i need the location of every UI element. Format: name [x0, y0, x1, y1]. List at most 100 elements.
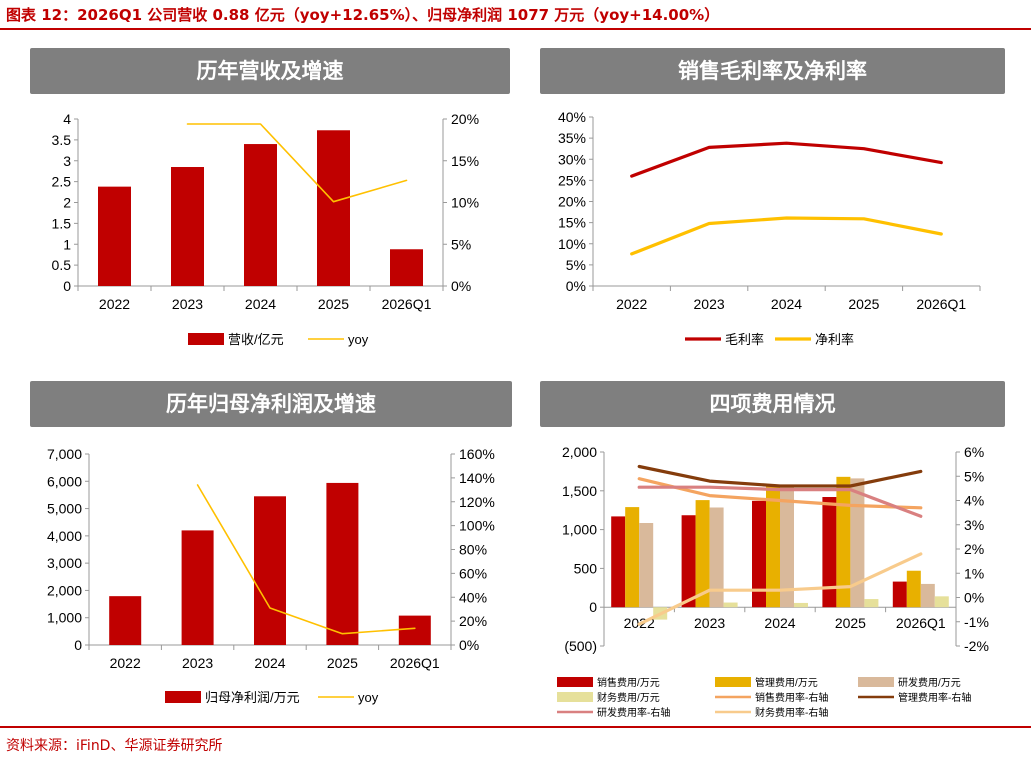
- legend-swatch: [165, 691, 201, 703]
- bar-0: [317, 130, 350, 286]
- legend-label: yoy: [348, 332, 369, 347]
- y-tick-label: 0: [589, 599, 597, 615]
- bar-2: [709, 507, 724, 608]
- y2-tick-label: 6%: [964, 444, 984, 460]
- legend-label: 营收/亿元: [228, 332, 284, 347]
- y-tick-label: 3.5: [52, 132, 72, 148]
- bar-0: [244, 144, 277, 286]
- y2-tick-label: 15%: [451, 153, 479, 169]
- y-tick-label: 40%: [558, 109, 586, 125]
- series-line-2: [637, 485, 923, 518]
- y-tick-label: 5,000: [47, 501, 82, 517]
- y-tick-label: 1,000: [47, 610, 82, 626]
- y2-tick-label: 2%: [964, 541, 984, 557]
- x-tick-label: 2024: [254, 655, 285, 671]
- y-tick-label: 30%: [558, 151, 586, 167]
- y-tick-label: 10%: [558, 236, 586, 252]
- x-tick-label: 2026Q1: [382, 296, 432, 312]
- x-tick-label: 2026Q1: [896, 615, 946, 631]
- bar-2: [780, 486, 794, 608]
- bar-0: [254, 496, 286, 645]
- y-tick-label: 15%: [558, 215, 586, 231]
- y-tick-label: 0%: [566, 278, 586, 294]
- y-tick-label: 20%: [558, 194, 586, 210]
- y-tick-label: 1,000: [562, 522, 597, 538]
- x-tick-label: 2024: [764, 615, 795, 631]
- y2-tick-label: 4%: [964, 493, 984, 509]
- legend-label: 研发费用率-右轴: [597, 706, 670, 719]
- bar-1: [836, 476, 851, 608]
- bar-1: [625, 507, 640, 608]
- legend-label: 财务费用率-右轴: [755, 706, 828, 719]
- bar-3: [794, 602, 808, 608]
- bar-0: [681, 515, 696, 608]
- legend-label: 销售费用率-右轴: [755, 691, 828, 704]
- y-tick-label: 1,500: [562, 483, 597, 499]
- x-tick-label: 2024: [771, 296, 802, 312]
- series-line-0: [637, 477, 923, 510]
- y2-tick-label: -2%: [964, 638, 989, 654]
- x-tick-label: 2022: [110, 655, 141, 671]
- y2-tick-label: 5%: [451, 236, 471, 252]
- y2-tick-label: 3%: [964, 517, 984, 533]
- y2-tick-label: 0%: [451, 278, 471, 294]
- y-tick-label: (500): [564, 638, 597, 654]
- legend-swatch: [858, 677, 894, 687]
- bar-0: [98, 186, 131, 286]
- footer-rule: [0, 726, 1031, 728]
- y2-tick-label: 20%: [451, 111, 479, 127]
- y2-tick-label: 140%: [459, 470, 495, 486]
- x-tick-label: 2026Q1: [390, 655, 440, 671]
- panel-title-netprofit: 历年归母净利润及增速: [30, 381, 512, 427]
- series-line-1: [630, 216, 943, 256]
- x-tick-label: 2023: [182, 655, 213, 671]
- y-tick-label: 3,000: [47, 555, 82, 571]
- y-tick-label: 3: [63, 153, 71, 169]
- title-rule: [0, 28, 1031, 30]
- y2-tick-label: 0%: [459, 637, 479, 653]
- panel-title-expenses: 四项费用情况: [540, 381, 1005, 427]
- y2-tick-label: 5%: [964, 468, 984, 484]
- y-tick-label: 1: [63, 236, 71, 252]
- y-tick-label: 1.5: [52, 215, 72, 231]
- x-tick-label: 2023: [172, 296, 203, 312]
- legend-swatch: [557, 692, 593, 702]
- bar-1: [906, 570, 921, 608]
- bar-0: [171, 167, 204, 286]
- legend-swatch: [188, 333, 224, 345]
- legend-label: 管理费用/万元: [755, 676, 818, 689]
- y2-tick-label: 0%: [964, 590, 984, 606]
- y-tick-label: 2,000: [562, 444, 597, 460]
- y2-tick-label: 100%: [459, 518, 495, 534]
- bar-0: [109, 596, 142, 645]
- x-tick-label: 2025: [835, 615, 866, 631]
- legend-label: yoy: [358, 690, 379, 705]
- legend-label: 销售费用/万元: [597, 676, 660, 689]
- legend-label: 归母净利润/万元: [205, 690, 300, 705]
- bar-2: [920, 583, 935, 608]
- bar-1: [695, 500, 710, 608]
- bar-0: [326, 482, 359, 645]
- y2-tick-label: 80%: [459, 542, 487, 558]
- y-tick-label: 5%: [566, 257, 586, 273]
- legend-swatch: [557, 677, 593, 687]
- series-line-3: [637, 552, 923, 626]
- bar-1: [766, 486, 780, 608]
- bar-3: [864, 599, 879, 608]
- y-tick-label: 0: [74, 637, 82, 653]
- bar-3: [934, 596, 949, 608]
- figure-title: 图表 12：2026Q1 公司营收 0.88 亿元（yoy+12.65%）、归母…: [6, 6, 720, 24]
- bar-0: [892, 581, 907, 608]
- y2-tick-label: 120%: [459, 494, 495, 510]
- y-tick-label: 0.5: [52, 257, 72, 273]
- y-tick-label: 2.5: [52, 174, 72, 190]
- y-tick-label: 2,000: [47, 582, 82, 598]
- series-line-0: [630, 141, 943, 178]
- legend-label: 管理费用率-右轴: [898, 691, 971, 704]
- x-tick-label: 2025: [327, 655, 358, 671]
- x-tick-label: 2025: [318, 296, 349, 312]
- bar-0: [752, 500, 766, 608]
- y-tick-label: 7,000: [47, 446, 82, 462]
- x-tick-label: 2023: [694, 615, 725, 631]
